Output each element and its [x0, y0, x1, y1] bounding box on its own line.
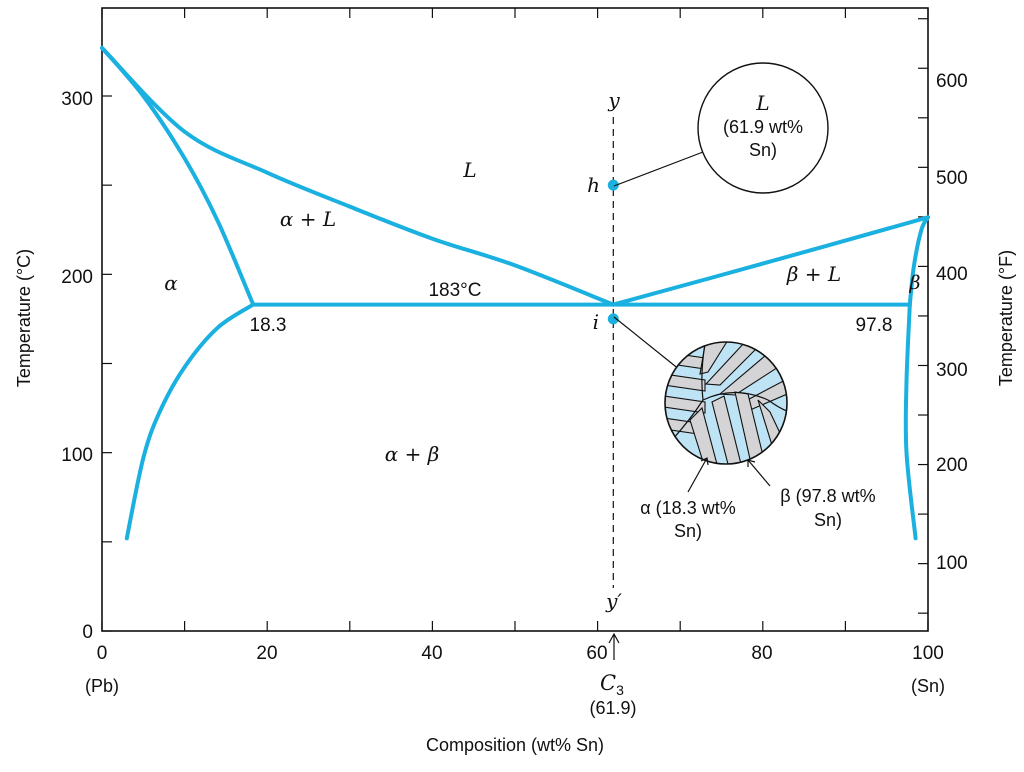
- solvus-beta-curve: [903, 302, 918, 541]
- liquid-callout-line2: Sn): [749, 140, 777, 160]
- y-tick-label-100: 100: [61, 445, 93, 466]
- x-tick-label-80: 80: [751, 643, 772, 664]
- y-right-tick-label-200: 200: [936, 455, 968, 476]
- x-end-label-sn: (Sn): [911, 676, 945, 696]
- composition-line-top-label: y: [607, 88, 620, 112]
- eutectic-callout-leader: [613, 316, 681, 371]
- y-right-tick-label-300: 300: [936, 360, 968, 381]
- y-right-tick-label-100: 100: [936, 553, 968, 574]
- liquidus-left-curve: [100, 45, 616, 307]
- liquid-microstructure-circle: [697, 62, 829, 194]
- c3-symbol: C: [600, 671, 616, 695]
- c3-subscript: 3: [616, 682, 624, 698]
- c3-label: C3: [600, 671, 624, 698]
- liquid-callout-phase: L: [755, 91, 769, 115]
- x-tick-marks: [101, 8, 929, 631]
- alpha-callout-line2: Sn): [674, 521, 702, 541]
- point-i-label: i: [593, 310, 599, 334]
- solidus-beta-curve: [907, 215, 930, 307]
- solidus-alpha-curve: [100, 45, 256, 307]
- y-right-tick-label-600: 600: [936, 71, 968, 92]
- x-tick-label-100: 100: [912, 643, 944, 664]
- liquidus-right-curve: [611, 215, 930, 307]
- x-tick-label-60: 60: [586, 643, 607, 664]
- alpha-pointer-arrow: [687, 457, 709, 493]
- region-label-beta: β: [909, 272, 921, 294]
- alpha-composition-label: 18.3: [250, 315, 287, 336]
- beta-callout-line1: β (97.8 wt%: [780, 486, 875, 506]
- c3-arrow: [608, 632, 620, 660]
- region-label-alpha: α: [164, 271, 178, 295]
- y-axis-title-left: Temperature (°C): [14, 249, 34, 387]
- eutectic-microstructure: [665, 342, 787, 464]
- point-h: [607, 179, 619, 191]
- y-right-tick-label-500: 500: [936, 168, 968, 189]
- x-axis-title: Composition (wt% Sn): [426, 735, 604, 755]
- region-label-beta-plus-liquid: β + L: [786, 262, 841, 286]
- beta-pointer-arrow: [747, 459, 771, 487]
- beta-callout-line2: Sn): [814, 510, 842, 530]
- y-tick-label-200: 200: [61, 267, 93, 288]
- y-tick-label-300: 300: [61, 89, 93, 110]
- y-axis-title-right: Temperature (°F): [996, 250, 1016, 386]
- region-label-liquid: L: [462, 158, 476, 182]
- liquid-callout-line1: (61.9 wt%: [723, 117, 803, 137]
- solvus-alpha-curve: [124, 302, 256, 541]
- y-tick-label-0: 0: [82, 622, 93, 643]
- y-right-tick-label-400: 400: [936, 264, 968, 285]
- point-i: [607, 313, 619, 325]
- alpha-callout-line1: α (18.3 wt%: [640, 498, 735, 518]
- c3-value: (61.9): [589, 698, 636, 718]
- y-tick-marks-right: [918, 18, 928, 614]
- region-label-alpha-plus-beta: α + β: [385, 442, 440, 466]
- point-h-label: h: [587, 173, 600, 197]
- composition-line-bottom-label: y′: [605, 589, 622, 613]
- x-tick-label-0: 0: [97, 643, 108, 664]
- x-tick-label-20: 20: [256, 643, 277, 664]
- x-end-label-pb: (Pb): [85, 676, 119, 696]
- x-tick-label-40: 40: [421, 643, 442, 664]
- eutectic-microstructure-outline: [664, 341, 788, 465]
- eutectic-temperature-label: 183°C: [428, 280, 481, 301]
- y-tick-marks-left: [102, 95, 112, 632]
- beta-composition-label: 97.8: [856, 315, 893, 336]
- phase-boundaries: [100, 45, 930, 541]
- region-label-alpha-plus-liquid: α + L: [280, 207, 336, 231]
- liquid-callout-leader: [613, 151, 704, 187]
